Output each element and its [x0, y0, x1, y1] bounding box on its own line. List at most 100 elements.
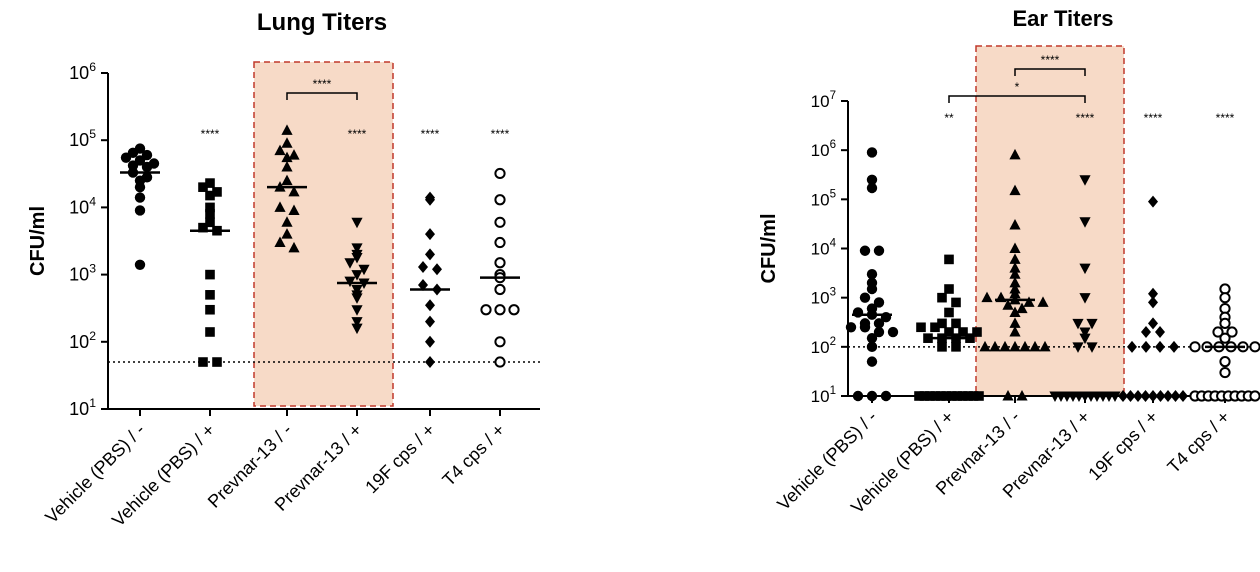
data-point	[120, 152, 132, 163]
data-point	[1219, 292, 1231, 304]
data-point	[873, 318, 885, 329]
data-point	[1170, 390, 1181, 402]
data-point	[946, 391, 957, 401]
y-tick-label: 106	[811, 139, 836, 160]
data-point	[1148, 287, 1158, 300]
y-axis-label: CFU/ml	[27, 206, 49, 276]
data-point	[1079, 333, 1091, 345]
data-point	[205, 304, 215, 315]
data-point	[1009, 262, 1021, 273]
data-point	[941, 391, 952, 401]
data-point	[351, 317, 363, 328]
data-point	[1009, 287, 1021, 299]
data-point	[866, 356, 878, 367]
data-point	[425, 356, 435, 369]
y-tick-label: 103	[69, 262, 96, 285]
data-point	[1023, 296, 1035, 307]
y-tick-label: 102	[69, 329, 96, 352]
y-tick-label: 105	[69, 127, 96, 150]
significance-label: ****	[1216, 111, 1235, 125]
significance-label: ****	[491, 127, 510, 141]
data-point	[951, 297, 961, 308]
data-point	[205, 327, 215, 337]
data-point	[1219, 332, 1231, 344]
data-point	[1079, 327, 1091, 339]
data-point	[134, 205, 146, 216]
data-point	[418, 279, 428, 292]
data-point	[873, 245, 885, 256]
significance-label: ****	[201, 127, 220, 141]
data-point	[866, 174, 878, 185]
chart-title: Ear Titers	[1012, 6, 1113, 31]
data-point	[866, 390, 878, 402]
data-point	[937, 292, 947, 303]
data-point	[859, 292, 871, 303]
data-point	[880, 390, 892, 402]
data-point	[930, 322, 940, 333]
data-point	[1009, 268, 1021, 279]
data-point	[1125, 390, 1136, 402]
data-point	[873, 326, 885, 338]
data-point	[1079, 175, 1091, 186]
data-point	[198, 182, 208, 192]
chart-panel-2: Ear TitersCFU/ml101102103104105106107Veh…	[758, 6, 1260, 517]
comparison-bracket	[948, 95, 1086, 103]
data-point	[351, 323, 363, 335]
data-point	[1109, 391, 1121, 402]
data-point	[852, 307, 864, 318]
data-point	[952, 391, 962, 401]
data-point	[916, 322, 926, 333]
data-point	[205, 178, 215, 188]
data-point	[852, 390, 864, 402]
data-point	[288, 149, 300, 160]
chart-panel-1: Lung TitersCFU/ml101102103104105106Vehic…	[27, 9, 540, 530]
data-point	[1086, 318, 1098, 330]
significance-label: ****	[1076, 111, 1095, 125]
data-point	[1009, 253, 1021, 264]
data-point	[1169, 340, 1179, 353]
data-point	[989, 340, 1001, 352]
data-point	[1009, 219, 1021, 230]
data-point	[936, 391, 946, 401]
data-point	[494, 167, 506, 180]
data-point	[281, 137, 293, 148]
data-point	[925, 391, 935, 401]
data-point	[845, 322, 857, 333]
significance-label: ****	[1144, 111, 1163, 125]
data-point	[866, 332, 878, 344]
data-point	[965, 333, 975, 343]
data-point	[1009, 306, 1021, 317]
data-point	[1127, 340, 1137, 353]
data-point	[351, 285, 363, 296]
data-point	[480, 304, 492, 316]
data-point	[1226, 326, 1238, 338]
data-point	[358, 264, 370, 276]
data-point	[958, 327, 968, 337]
data-point	[494, 356, 506, 368]
data-point	[1029, 340, 1041, 352]
data-point	[1155, 326, 1165, 339]
data-point	[1086, 342, 1098, 353]
data-point	[432, 263, 442, 276]
data-point	[494, 283, 506, 296]
x-tick-label: 19F cps / +	[1084, 407, 1161, 484]
data-point	[425, 248, 435, 261]
data-point	[425, 193, 435, 206]
data-point	[981, 291, 993, 303]
data-point	[1189, 341, 1201, 353]
data-point	[351, 270, 363, 281]
data-point	[1009, 242, 1021, 253]
data-point	[957, 391, 968, 401]
data-point	[1009, 148, 1021, 160]
data-point	[1079, 217, 1091, 228]
data-point	[212, 357, 222, 367]
data-point	[418, 260, 428, 273]
data-point	[425, 228, 435, 241]
data-point	[351, 305, 363, 316]
data-point	[205, 290, 215, 300]
data-point	[887, 326, 899, 338]
data-point	[859, 245, 871, 256]
data-point	[1016, 302, 1028, 314]
data-point	[866, 147, 878, 158]
